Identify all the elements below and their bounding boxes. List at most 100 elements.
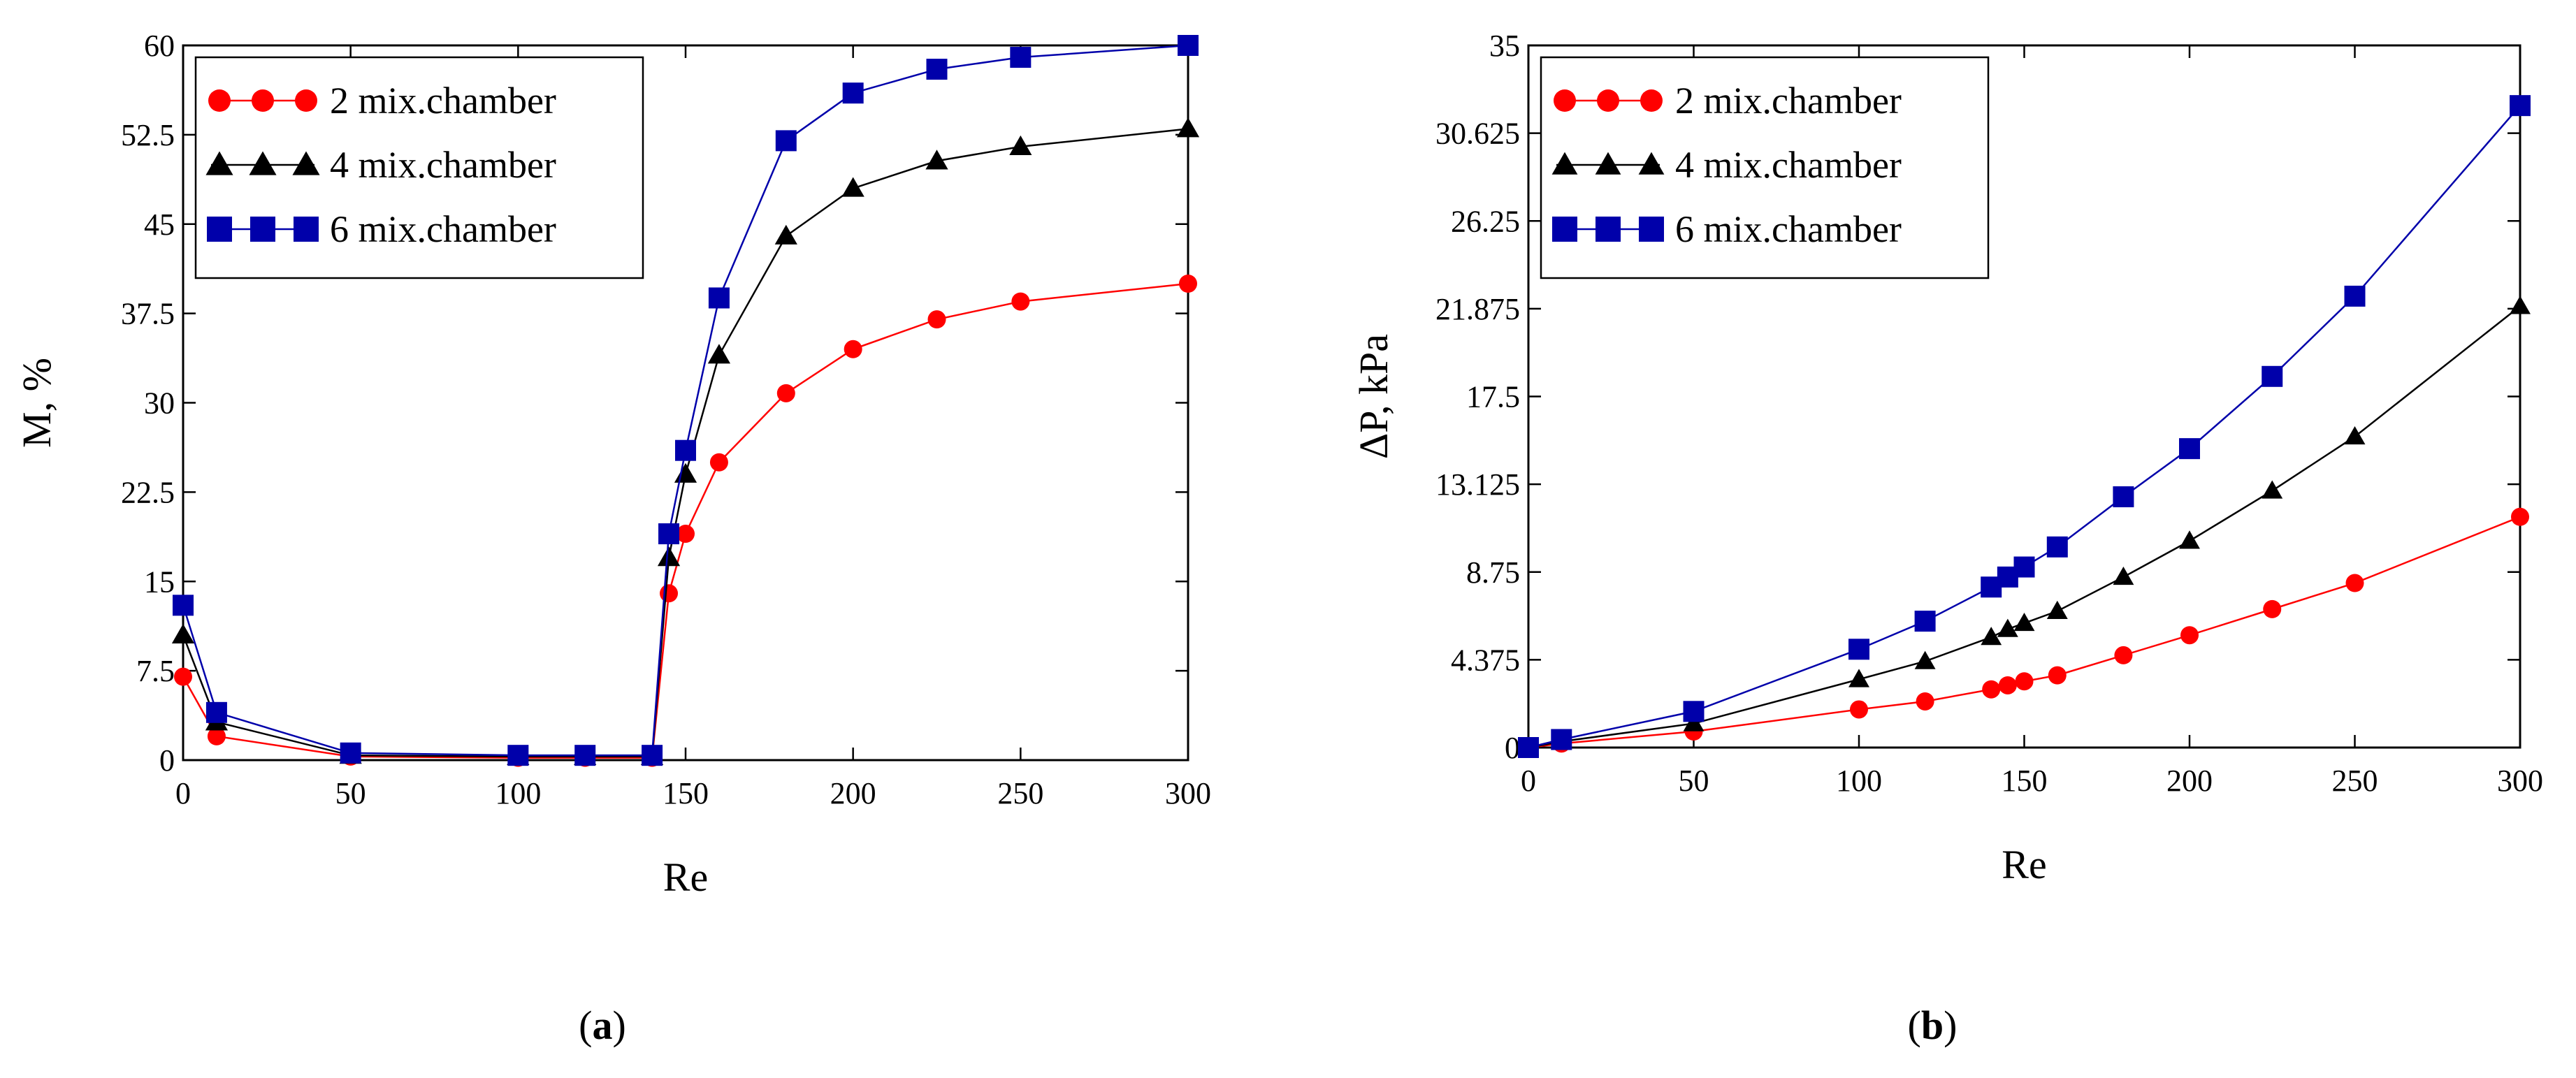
legend-marker	[1552, 217, 1577, 242]
data-point	[2179, 530, 2200, 549]
caption: (b)	[1908, 1003, 1958, 1048]
data-point	[1850, 700, 1868, 719]
legend-marker	[294, 217, 319, 242]
data-point	[1009, 135, 1032, 155]
x-tick-label: 50	[335, 776, 366, 810]
data-point	[1916, 692, 1934, 711]
data-point	[675, 439, 696, 461]
legend-marker	[1595, 152, 1621, 175]
series-line	[1528, 516, 2521, 749]
y-tick-label: 26.25	[1451, 204, 1520, 238]
series-circle	[1519, 507, 2529, 757]
data-point	[2013, 613, 2035, 632]
data-point	[2015, 672, 2034, 691]
data-point	[1982, 680, 2001, 699]
caption-open: (	[1908, 1003, 1921, 1048]
x-tick-label: 0	[1521, 764, 1536, 798]
data-point	[1683, 713, 1705, 731]
data-point	[676, 525, 695, 544]
y-tick-label: 15	[144, 565, 175, 599]
data-point	[1848, 669, 1869, 687]
data-point	[1914, 611, 1936, 632]
data-point	[2046, 600, 2068, 619]
data-point	[1551, 729, 1572, 750]
data-point	[2048, 666, 2067, 685]
legend-marker	[1639, 217, 1664, 242]
data-point	[2013, 556, 2035, 578]
y-tick-label: 0	[159, 743, 175, 778]
y-tick-label: 21.875	[1435, 292, 1520, 326]
legend-marker	[205, 151, 233, 175]
data-point	[507, 745, 529, 766]
y-axis-label: M, %	[14, 358, 59, 448]
legend-label: 4 mix.chamber	[330, 144, 556, 186]
legend-label: 4 mix.chamber	[1675, 144, 1902, 186]
data-point	[1176, 117, 1200, 138]
data-point	[171, 623, 195, 644]
data-point	[2510, 95, 2531, 117]
x-tick-label: 150	[2002, 764, 2048, 798]
legend-marker	[292, 151, 320, 175]
legend-marker	[1638, 152, 1665, 175]
data-point	[2344, 425, 2366, 445]
data-point	[2113, 486, 2134, 508]
y-axis-label: ΔP, kPa	[1351, 334, 1396, 459]
data-point	[709, 453, 728, 472]
data-point	[775, 130, 797, 152]
data-point	[1518, 737, 1539, 758]
data-point	[658, 523, 680, 545]
x-tick-label: 0	[175, 776, 191, 810]
legend-marker	[250, 217, 275, 242]
y-tick-label: 17.5	[1466, 380, 1520, 414]
series-square	[173, 35, 1199, 766]
data-point	[2046, 536, 2068, 558]
caption-open: (	[579, 1003, 592, 1048]
legend-marker	[249, 151, 277, 175]
chart-a: 0 7.5 15 22.5 30 37.5 45 52.5 60 0 50 100 150 200 250 3…	[14, 29, 1211, 1048]
data-point	[660, 584, 679, 603]
legend-marker	[295, 89, 317, 112]
legend-label: 2 mix.chamber	[330, 80, 556, 122]
data-point	[708, 287, 730, 309]
legend-label: 6 mix.chamber	[1675, 208, 1902, 250]
data-point	[2114, 646, 2133, 664]
data-point	[174, 667, 192, 686]
data-point	[1179, 275, 1197, 293]
x-tick-label: 250	[997, 776, 1043, 810]
x-tick-label: 200	[830, 776, 876, 810]
data-point	[1981, 627, 2002, 646]
series-line	[182, 282, 1189, 759]
legend-marker	[252, 89, 274, 112]
y-tick-label: 22.5	[121, 475, 175, 509]
data-point	[774, 224, 797, 245]
legend-label: 6 mix.chamber	[330, 208, 556, 250]
series-square	[1518, 95, 2531, 758]
data-point	[707, 344, 731, 364]
data-point	[1998, 676, 2017, 694]
data-point	[844, 340, 862, 358]
data-point	[776, 384, 795, 402]
caption-close: )	[1944, 1003, 1957, 1048]
data-point	[2344, 285, 2366, 307]
y-tick-label: 35	[1489, 29, 1520, 63]
data-point	[205, 701, 227, 723]
x-tick-label: 200	[2166, 764, 2213, 798]
y-tick-label: 0	[1505, 731, 1520, 765]
data-point	[1683, 701, 1705, 722]
y-tick-label: 52.5	[121, 118, 175, 152]
data-point	[1011, 292, 1030, 311]
series-circle	[174, 275, 1197, 767]
data-point	[925, 150, 948, 170]
y-tick-label: 30	[144, 386, 175, 421]
chart-b: 0 4.375 8.75 13.125 17.5 21.875 26.25 30.625 35 0…	[1351, 29, 2543, 1048]
caption-letter: b	[1921, 1003, 1944, 1048]
y-tick-label: 8.75	[1466, 555, 1520, 590]
data-point	[1997, 618, 2018, 637]
legend-marker	[207, 217, 232, 242]
data-point	[1848, 639, 1869, 660]
caption: (a)	[579, 1003, 626, 1048]
x-tick-label: 150	[663, 776, 709, 810]
x-tick-label: 50	[1679, 764, 1709, 798]
x-tick-label: 250	[2332, 764, 2378, 798]
